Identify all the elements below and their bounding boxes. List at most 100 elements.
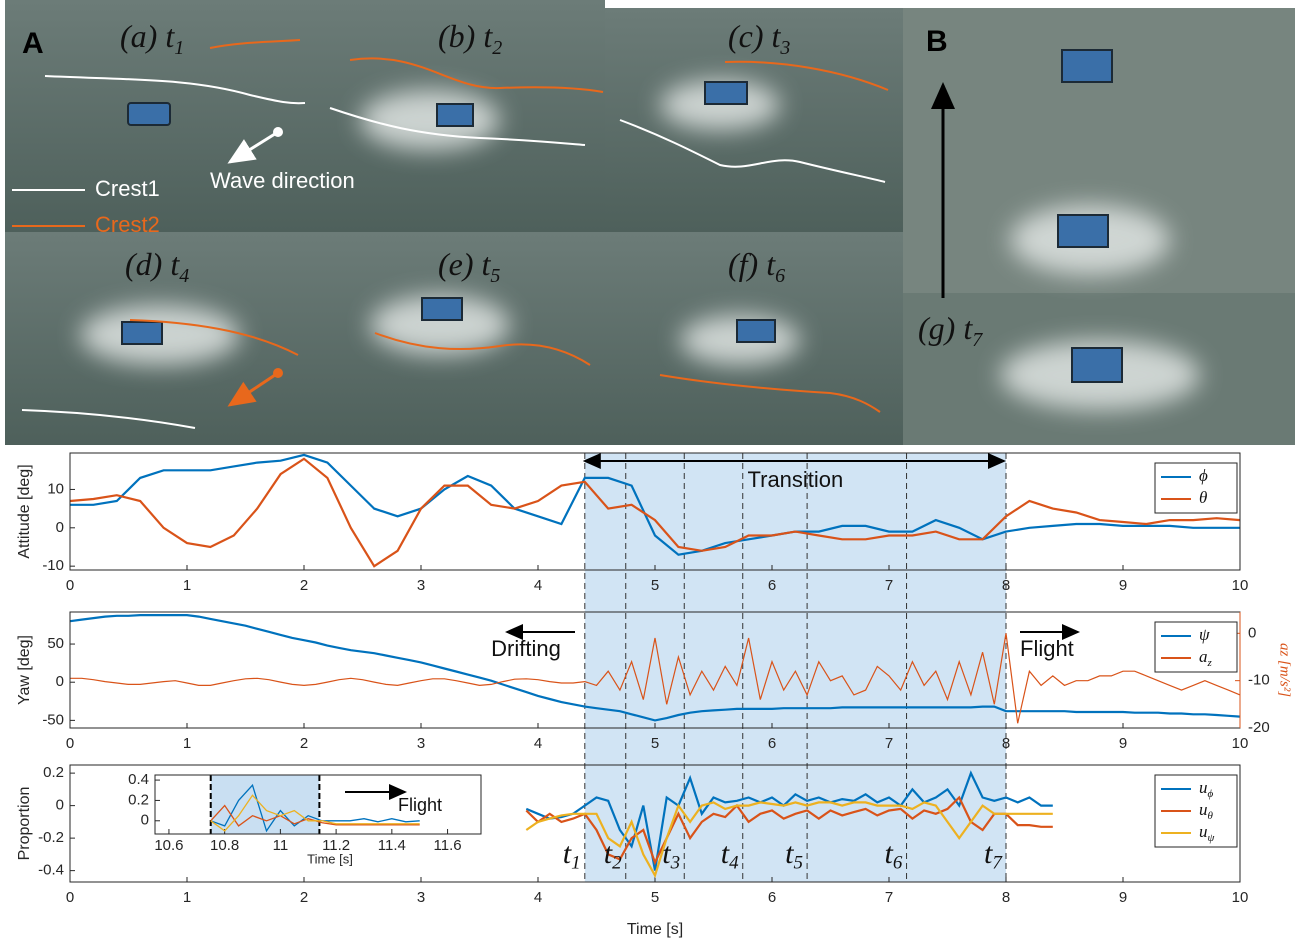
x-tick-label: 0 [66,577,74,594]
x-tick-label: 7 [885,889,893,906]
wave-arrow [227,371,279,407]
legend-label-sub: z [1207,656,1213,668]
legend-label-sub: θ [1208,809,1214,821]
event-label-main: t [721,837,730,870]
x-tick-label: 8 [1002,577,1010,594]
series-line [70,453,1240,556]
photo-label-sub: 7 [972,329,983,351]
series-line [525,770,1053,871]
y2-tick-label: 0 [1248,624,1256,641]
x-tick-label: 9 [1119,577,1127,594]
x-tick-label: 11.6 [434,837,462,854]
y-tick-label: 0 [56,797,64,814]
x-axis-label: Time [s] [627,921,683,938]
legend-label-sub: ϕ [1208,787,1214,799]
y-tick-label: -10 [42,557,64,574]
x-tick-label: 11.2 [322,837,350,854]
event-label-main: t [604,837,613,870]
x-tick-label: 9 [1119,889,1127,906]
event-label-sub: 3 [670,853,681,874]
legend-label-main: a [1199,647,1208,666]
photo-label-main: (a) t [120,18,175,54]
x-tick-label: 10.6 [154,837,183,854]
event-label-main: t [885,837,894,870]
photo-label-main: (d) t [125,246,180,282]
x-tick-label: 7 [885,577,893,594]
x-tick-label: 10.8 [210,837,239,854]
y-tick-label: -0.2 [38,829,64,846]
x-tick-label: 6 [768,735,776,752]
photo-label: (e) t5 [438,246,500,286]
x-tick-label: 3 [417,735,425,752]
event-label: t5 [785,837,803,874]
y-tick-label: 0.2 [43,764,64,781]
x-tick-label: 11.4 [378,837,406,854]
event-label-sub: 7 [992,853,1003,874]
event-label: t1 [563,837,581,874]
x-tick-label: 2 [300,735,308,752]
legend-label-main: u [1199,778,1208,797]
panel-letter: B [926,25,948,58]
event-label-main: t [662,837,671,870]
x-tick-label: 0 [66,735,74,752]
x-tick-label: 1 [183,735,191,752]
event-label: t4 [721,837,739,874]
legend-label-sub: ψ [1208,831,1215,843]
wave-arrow-dot [273,127,283,137]
legend-label: θ [1199,488,1207,507]
x-tick-label: 2 [300,577,308,594]
x-tick-label: 0 [66,889,74,906]
photo-label: (c) t3 [728,18,790,58]
y-tick-label: 0 [56,673,64,690]
photos: A B C Crest1 Crest2 Wave direction [5,0,1295,489]
legend-label: Crest2 [95,212,160,237]
x-tick-label: 9 [1119,735,1127,752]
x-tick-label: 7 [885,735,893,752]
photo-label-main: (f) t [728,246,776,282]
legend-label: Wave direction [210,168,355,193]
series-line [210,783,420,833]
wave-arrow-dot [273,368,283,378]
wave-arrow [227,130,279,164]
photo-label-sub: 2 [492,37,502,59]
event-label-sub: 6 [893,853,903,874]
legend-label: ϕ [1199,466,1208,485]
y-tick-label: 0 [141,812,149,829]
y2-tick-label: -10 [1248,672,1270,689]
x-tick-label: 8 [1002,735,1010,752]
photo-label-sub: 4 [179,265,189,287]
series-line [69,614,1241,722]
photo-label-sub: 5 [490,265,500,287]
x-tick-label: 8 [1002,889,1010,906]
y-tick-label: -0.4 [38,862,64,879]
legend-box [1154,621,1238,673]
x-tick-label: 1 [183,577,191,594]
photo-label-main: (b) t [438,18,493,54]
x-tick-label: 1 [183,889,191,906]
y-axis-label: Attitude [deg] [16,464,33,558]
legend-label: az [1199,647,1213,669]
y-tick-label: 0.4 [128,771,149,788]
legend-label-main: θ [1199,488,1207,507]
series-line [70,633,1241,724]
x-tick-label: 4 [534,577,542,594]
series-line [210,794,420,832]
x-tick-label: 10 [1232,735,1249,752]
event-label: t3 [662,837,680,874]
photo-label-main: (c) t [728,18,782,54]
series-line [69,457,1241,568]
crest-lines [12,39,889,429]
legend-label-main: u [1199,822,1208,841]
event-label-main: t [563,837,572,870]
x-tick-label: 4 [534,735,542,752]
y2-tick-label: -20 [1248,719,1270,736]
annotation: Flight [398,795,442,815]
annotation: Flight [1020,636,1074,661]
x-tick-label: 11 [273,837,289,854]
x-tick-label: 5 [651,577,659,594]
x-tick-label: 2 [300,889,308,906]
photo-label: (f) t6 [728,246,785,286]
photo-label-main: (e) t [438,246,492,282]
photo-label-sub: 3 [779,37,790,59]
